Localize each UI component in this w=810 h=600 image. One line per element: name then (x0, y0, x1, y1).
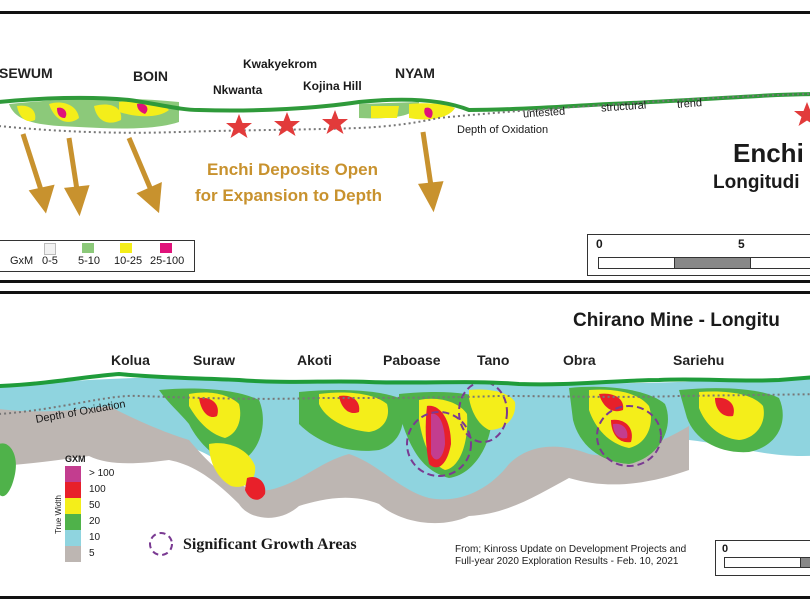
callout-line-1: Enchi Deposits Open (207, 160, 378, 179)
enchi-longitudinal-panel: SEWUM BOIN Kwakyekrom Nkwanta Kojina Hil… (0, 11, 810, 283)
growth-legend-label: Significant Growth Areas (183, 536, 357, 553)
enchi-section-graphic (0, 92, 810, 217)
chirano-surface-line (0, 371, 810, 388)
deposit-label-akoti: Akoti (297, 352, 332, 368)
legend-label-0-5: 0-5 (42, 255, 58, 267)
chirano-label-100: 100 (89, 484, 106, 495)
kwakyekrom-star-icon (274, 112, 300, 136)
panel-title-enchi: Enchi (733, 138, 804, 168)
enchi-legend: GxM 0-5 5-10 10-25 25-100 (0, 240, 195, 272)
legend-label-10-25: 10-25 (114, 255, 143, 267)
chirano-longitudinal-panel: Chirano Mine - Longitu Kolua Suraw Akoti… (0, 291, 810, 599)
deposit-label-sewum: SEWUM (0, 65, 53, 81)
deposit-label-tano: Tano (477, 352, 510, 368)
chirano-legend-axis: True Width (53, 495, 63, 534)
deposit-label-kolua: Kolua (111, 352, 150, 368)
enchi-scale-bar: 0 5 (587, 234, 810, 276)
legend-label-25-100: 25-100 (150, 255, 185, 267)
chirano-label-10: 10 (89, 532, 101, 543)
chirano-label-5: 5 (89, 548, 95, 559)
growth-legend-circle-icon (149, 532, 173, 556)
chirano-ore-bodies (0, 377, 810, 524)
chirano-swatch-20 (65, 514, 81, 530)
legend-title: GxM (10, 255, 34, 267)
chirano-swatch-50 (65, 498, 81, 514)
deposit-label-suraw: Suraw (193, 352, 236, 368)
chirano-swatch-10 (65, 530, 81, 546)
deposit-label-sariehu: Sariehu (673, 352, 725, 368)
legend-swatch-5-10 (82, 243, 94, 253)
chirano-swatch-5 (65, 546, 81, 562)
callout-line-2: for Expansion to Depth (195, 186, 382, 205)
scale-tick-5: 5 (738, 237, 745, 251)
target-stars (226, 102, 810, 138)
deposit-label-obra: Obra (563, 352, 596, 368)
deposit-label-kwakyekrom: Kwakyekrom (243, 57, 318, 71)
chirano-legend-title: GXM (65, 454, 86, 464)
chirano-label-gt100: > 100 (89, 468, 115, 479)
chirano-scale-tick-0: 0 (722, 543, 729, 555)
chirano-label-50: 50 (89, 500, 101, 511)
chirano-swatch-gt100 (65, 466, 81, 482)
deposit-label-kojina-hill: Kojina Hill (303, 79, 362, 93)
trend-label-trend: trend (676, 97, 703, 111)
legend-swatch-0-5 (44, 243, 56, 255)
chirano-label-20: 20 (89, 516, 101, 527)
scale-tick-0: 0 (596, 237, 603, 251)
source-line-1: From; Kinross Update on Development Proj… (455, 544, 687, 555)
chirano-section-graphic (0, 371, 810, 524)
chirano-swatch-100 (65, 482, 81, 498)
deposit-label-nyam: NYAM (395, 65, 435, 81)
oxidation-label: Depth of Oxidation (457, 124, 549, 136)
expansion-arrows (20, 131, 444, 217)
deposit-label-nkwanta: Nkwanta (213, 83, 263, 97)
east-star-icon (794, 102, 810, 126)
panel-title-chirano: Chirano Mine - Longitu (573, 310, 780, 331)
nkwanta-star-icon (226, 114, 252, 138)
legend-swatch-10-25 (120, 243, 132, 253)
deposit-label-paboase: Paboase (383, 352, 441, 368)
legend-label-5-10: 5-10 (78, 255, 101, 267)
chirano-legend: GXM True Width > 100 100 50 20 10 5 (53, 454, 133, 572)
source-line-2: Full-year 2020 Exploration Results - Feb… (455, 556, 679, 567)
panel-subtitle-longitudinal: Longitudi (713, 172, 800, 193)
enchi-ore-bodies (9, 98, 455, 129)
deposit-label-boin: BOIN (133, 68, 168, 84)
legend-swatch-25-100 (160, 243, 172, 253)
kojina-hill-star-icon (322, 110, 348, 134)
chirano-scale-bar: 0 (715, 540, 810, 576)
